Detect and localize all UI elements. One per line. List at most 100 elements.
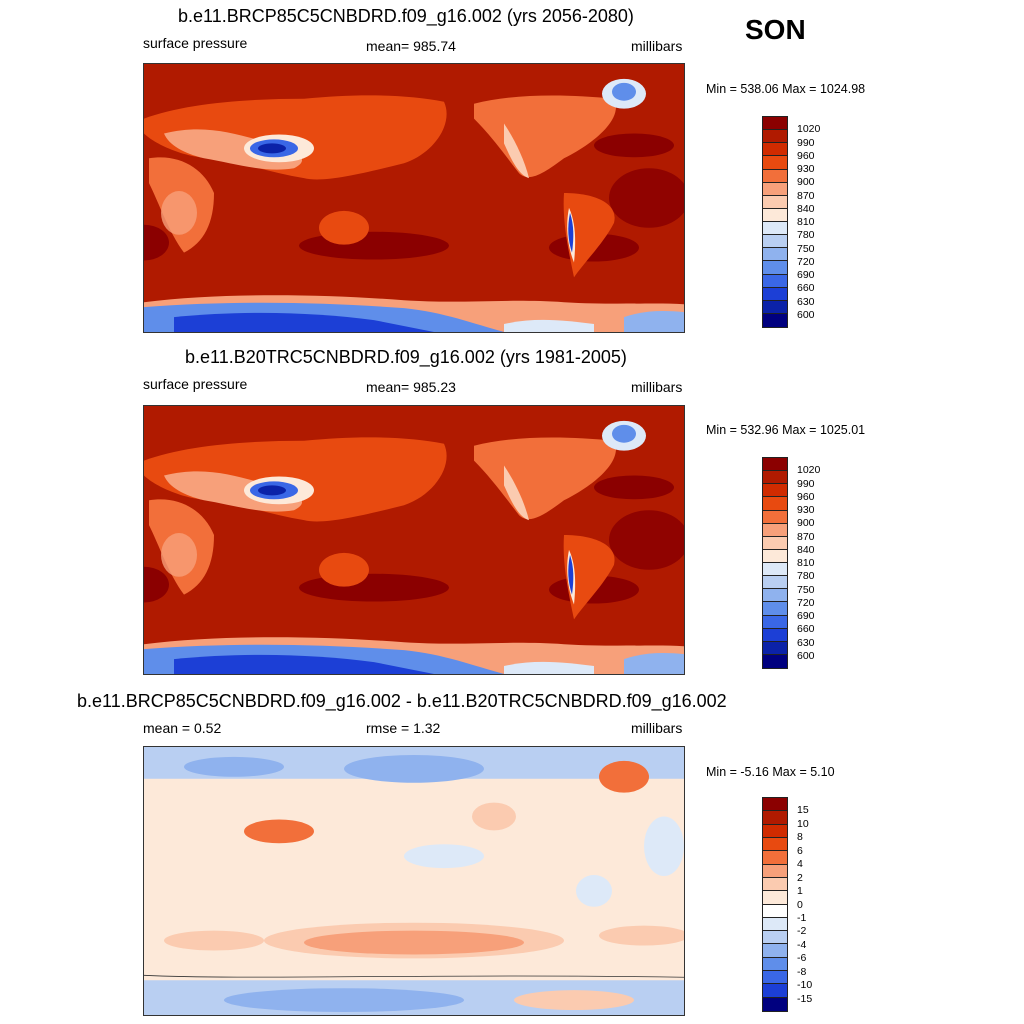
colorbar-tick-label: 810 [797,216,815,228]
colorbar-swatch [763,248,787,262]
colorbar-swatch [763,536,787,550]
colorbar-tick-label: 600 [797,308,815,321]
colorbar-swatch [763,549,787,563]
colorbar-tick-label: 10 [797,817,809,830]
panel-2-title: b.e11.B20TRC5CNBDRD.f09_g16.002 (yrs 198… [185,347,627,367]
panel-1-mean-label: mean= 985.74 [366,38,456,54]
colorbar-tick-label: 4 [797,858,803,871]
panel-1-title: b.e11.BRCP85C5CNBDRD.f09_g16.002 (yrs 20… [178,6,634,26]
colorbar-tick-label: 720 [797,255,815,268]
colorbar-swatch [763,615,787,629]
panel-2-minmax: Min = 532.96 Max = 1025.01 [706,423,866,437]
colorbar-swatch [763,497,787,511]
colorbar-tick-label: 870 [797,530,815,543]
colorbar-swatch [763,811,787,825]
colorbar-swatch [763,904,787,918]
colorbar-swatch [763,971,787,985]
colorbar-tick-label: 8 [797,831,803,844]
colorbar-swatch [763,654,787,668]
colorbar-swatch [763,944,787,958]
colorbar-tick-label: 900 [797,176,815,189]
colorbar-swatch [763,313,787,327]
panel-1-minmax: Min = 538.06 Max = 1024.98 [706,82,866,96]
colorbar-swatch [763,156,787,170]
colorbar-swatch [763,864,787,878]
colorbar-tick-label: 1020 [797,464,821,477]
colorbar-tick-label: -8 [797,965,807,978]
colorbar-tick-label: -1 [797,911,807,924]
colorbar-swatch [763,235,787,249]
colorbar-tick-label: 930 [797,163,815,175]
colorbar-tick-label: 0 [797,898,803,911]
colorbar-tick-label: 630 [797,636,815,649]
colorbar-tick-label: 870 [797,189,815,202]
colorbar-swatch [763,891,787,905]
panel-3-rmse-label: rmse = 1.32 [366,720,441,736]
colorbar-tick-label: 720 [797,596,815,609]
colorbar-swatch [763,917,787,932]
colorbar-tick-label: 690 [797,610,815,622]
colorbar-swatch [763,182,787,196]
colorbar-tick-label: -4 [797,938,807,951]
colorbar-swatch [763,169,787,183]
colorbar-tick-label: 840 [797,543,815,556]
colorbar-tick-label: 1020 [797,123,821,136]
colorbar-tick-label: 990 [797,136,815,149]
colorbar-swatch [763,628,787,642]
panel-2-mean-label: mean= 985.23 [366,379,456,395]
colorbar-swatch [763,195,787,209]
colorbar-swatch [763,222,787,236]
colorbar-swatch [763,563,787,577]
colorbar-tick-label: 750 [797,242,815,255]
colorbar-tick-label: 780 [797,570,815,583]
colorbar-swatch [763,208,787,222]
colorbar-swatch [763,274,787,288]
colorbar-tick-label: 750 [797,583,815,596]
panel-1-colorbar [762,116,788,328]
colorbar-tick-label: 840 [797,202,815,215]
colorbar-tick-label: 900 [797,517,815,530]
colorbar-tick-label: 660 [797,282,815,295]
colorbar-tick-label: 660 [797,623,815,636]
colorbar-swatch [763,602,787,616]
panel-2-map [143,405,685,675]
panel-3-map [143,746,685,1016]
panel-3-colorbar [762,797,788,1012]
season-label: SON [745,14,806,45]
colorbar-swatch [763,261,787,275]
colorbar-tick-label: 780 [797,229,815,242]
colorbar-tick-label: 630 [797,295,815,308]
colorbar-tick-label: 600 [797,649,815,662]
colorbar-swatch [763,824,787,838]
panel-3-units-label: millibars [631,720,683,736]
panel-1-variable-label: surface pressure [143,35,248,51]
colorbar-swatch [763,984,787,998]
colorbar-swatch [763,957,787,972]
colorbar-swatch [763,576,787,590]
colorbar-swatch [763,471,787,485]
colorbar-tick-label: 690 [797,269,815,281]
panel-1-units-label: millibars [631,38,683,54]
colorbar-swatch [763,798,787,812]
colorbar-swatch [763,851,787,865]
colorbar-swatch [763,837,787,852]
colorbar-swatch [763,287,787,301]
colorbar-swatch [763,641,787,655]
colorbar-swatch [763,300,787,314]
colorbar-tick-label: 960 [797,490,815,503]
colorbar-tick-label: 15 [797,804,809,817]
colorbar-swatch [763,510,787,524]
panel-3-mean-label: mean = 0.52 [143,720,222,736]
colorbar-swatch [763,484,787,498]
colorbar-swatch [763,130,787,144]
colorbar-tick-label: 1 [797,885,803,898]
panel-1-map [143,63,685,333]
colorbar-tick-label: -6 [797,952,807,965]
colorbar-swatch [763,523,787,537]
colorbar-swatch [763,877,787,892]
colorbar-swatch [763,589,787,603]
colorbar-swatch [763,931,787,945]
colorbar-tick-label: -15 [797,992,813,1005]
colorbar-swatch [763,997,787,1011]
panel-2-colorbar [762,457,788,669]
